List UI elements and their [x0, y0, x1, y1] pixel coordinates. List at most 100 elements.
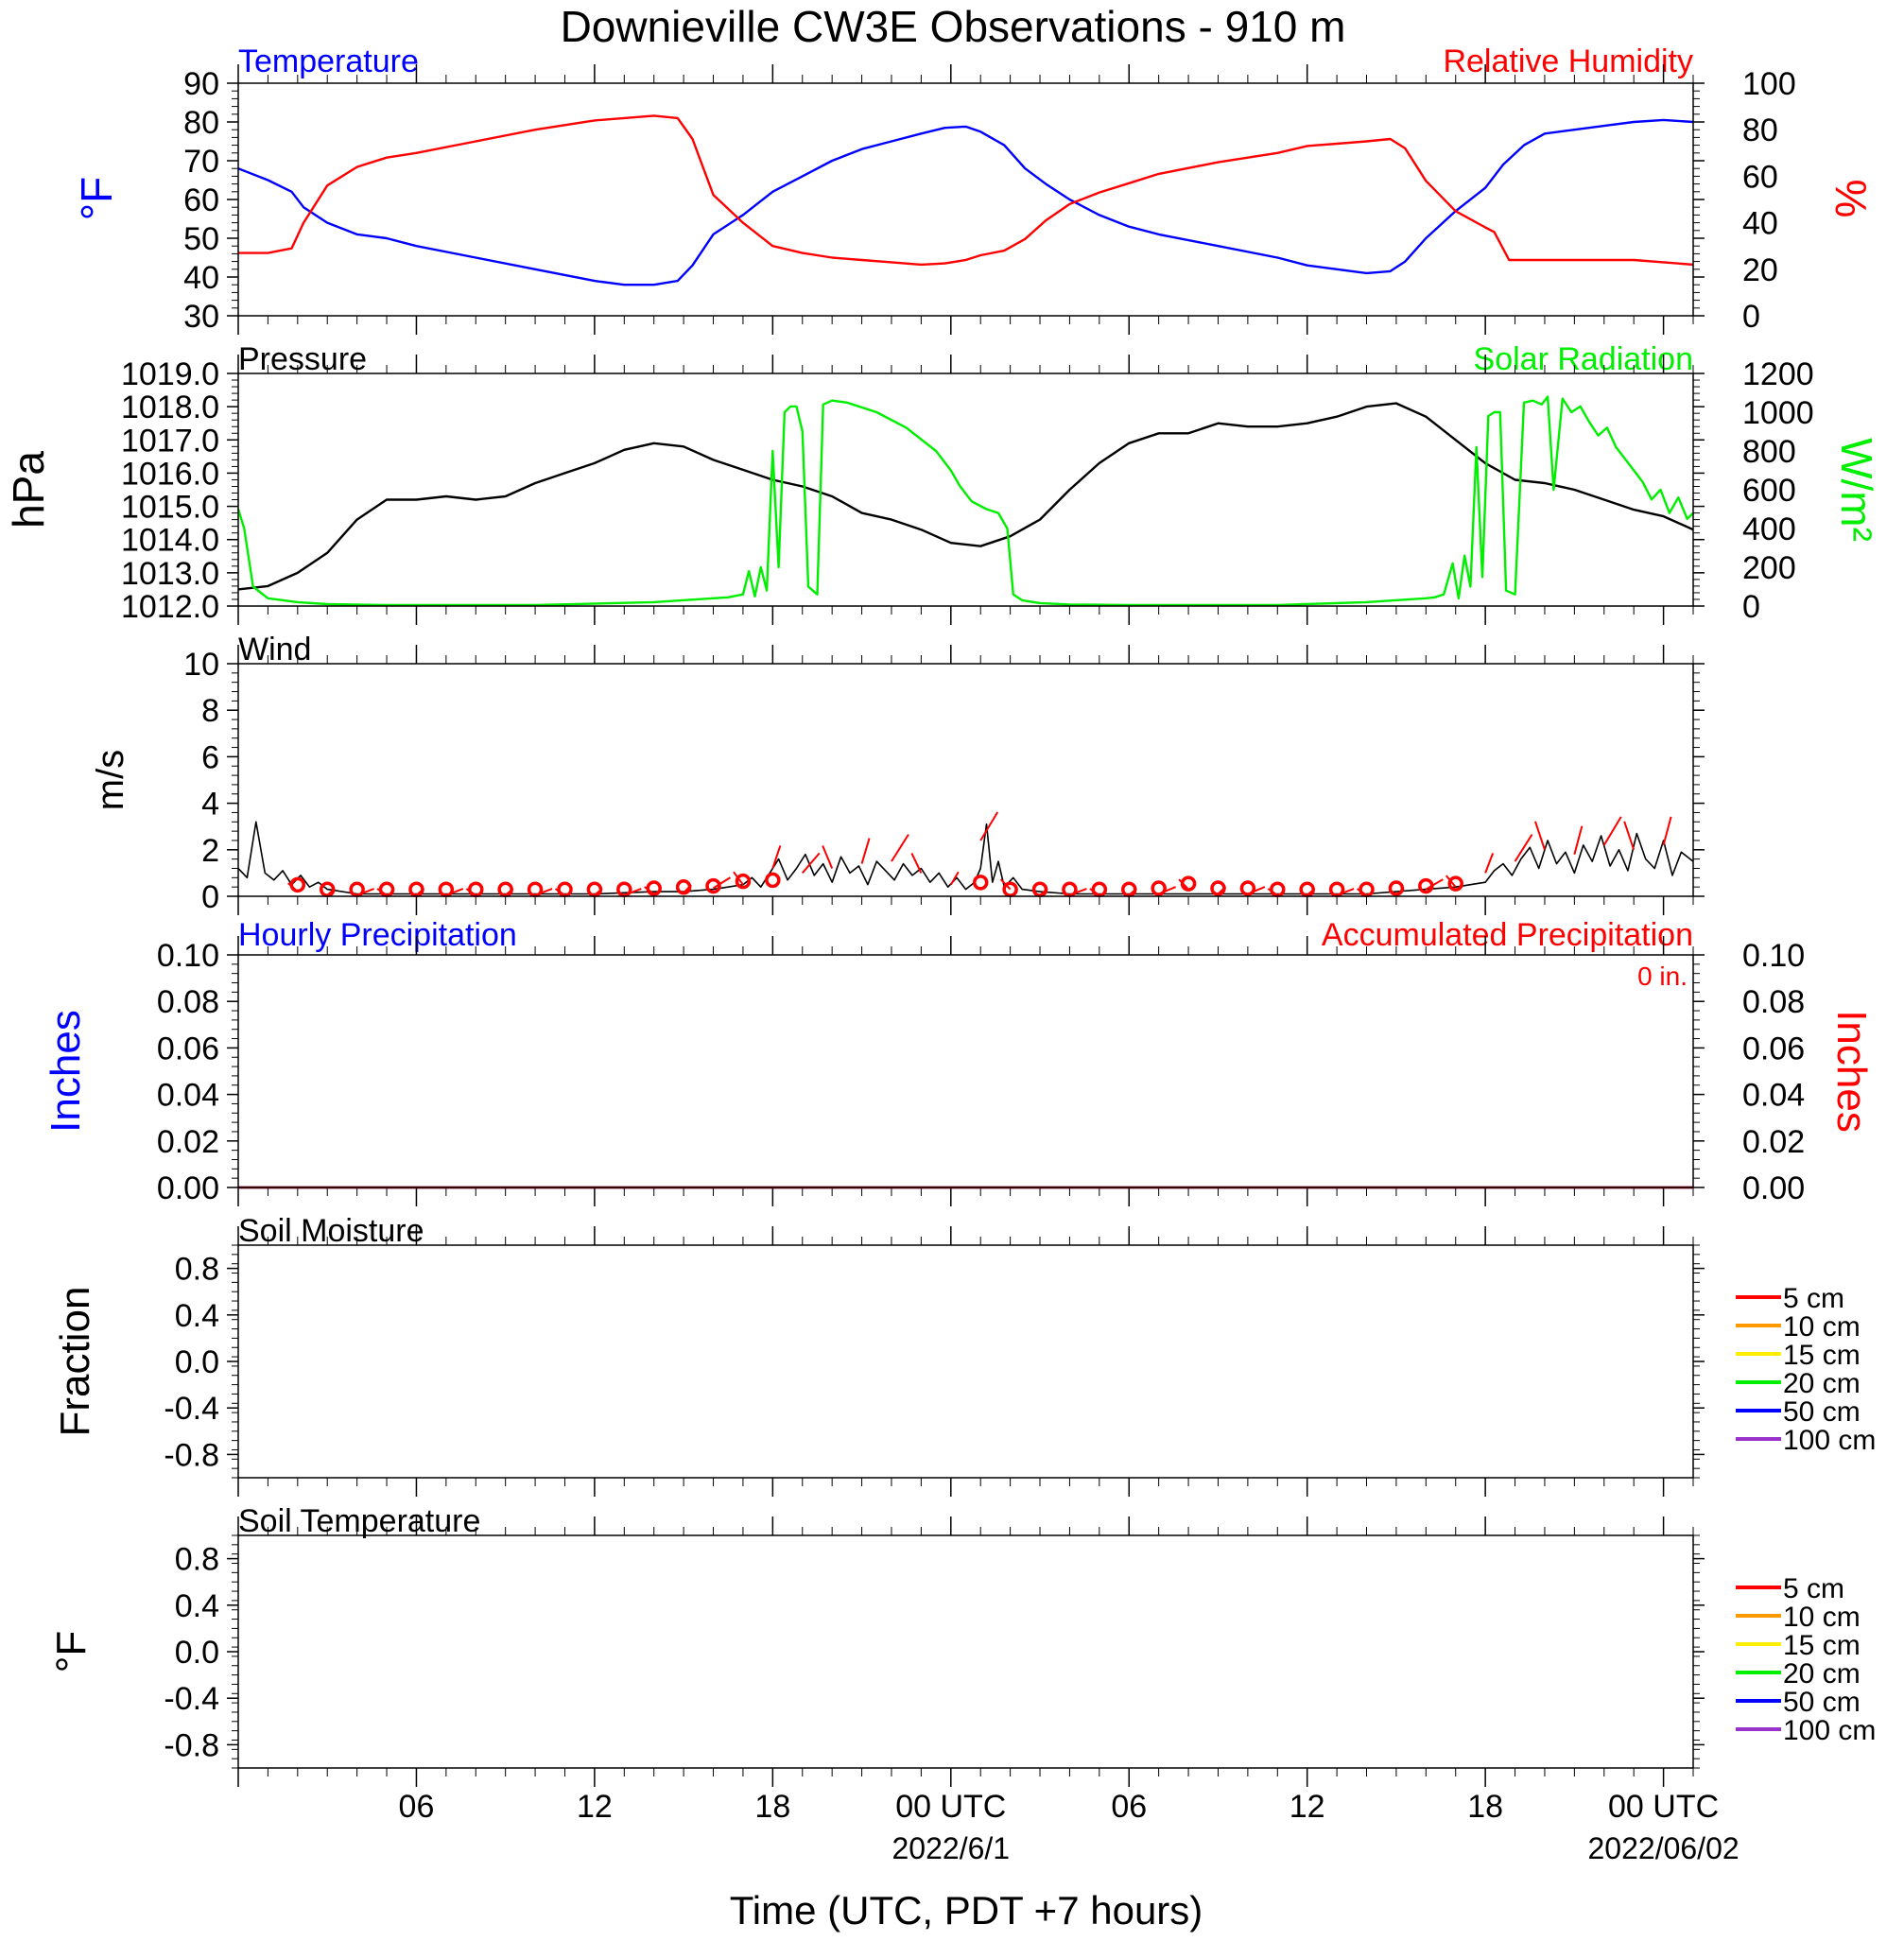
wind-gust-mark	[949, 871, 960, 886]
y-tick-label-right: 0.10	[1742, 938, 1805, 974]
legend-label: 5 cm	[1783, 1283, 1844, 1314]
y-tick-label-right: 600	[1742, 473, 1796, 509]
y-tick-label-left: 0.0	[175, 1635, 219, 1671]
y-tick-label-right: 100	[1742, 66, 1796, 102]
precipitation-axes: 0.10 0.08 0.06 0.04 0.02 0.00 0.10 0.08 0.06 0.04…	[157, 936, 1805, 1206]
wind-ylabel: m/s	[90, 750, 131, 810]
x-tick-label: 00 UTC	[1608, 1789, 1719, 1825]
y-tick-label-left: 0.06	[157, 1031, 219, 1066]
wind-gust-mark	[1602, 816, 1622, 846]
y-tick-label-right: 80	[1742, 113, 1778, 148]
accum-precip-title: Accumulated Precipitation	[1322, 917, 1693, 953]
wind-gust-mark	[1573, 825, 1584, 855]
y-tick-label-left: -0.8	[164, 1437, 219, 1473]
pressure-series	[236, 395, 1694, 607]
hourly-wind-marker	[1239, 880, 1256, 896]
legend-label: 10 cm	[1783, 1311, 1861, 1343]
y-tick-label-left: 0.02	[157, 1124, 219, 1160]
y-tick-label-left: 40	[183, 260, 219, 296]
y-tick-label-left: 1018.0	[121, 390, 219, 425]
x-date-label: 2022/06/02	[1588, 1831, 1740, 1865]
humidity-ylabel: %	[1826, 180, 1876, 218]
hourly-wind-marker	[1388, 880, 1405, 896]
soil-temperature-axes: 0.8 0.4 0.0 -0.4 -0.8	[164, 1516, 1705, 1787]
time-axis: 06 12 18 00 UTC 2022/6/1 06 12 18 00 UTC 2022/06/…	[399, 1789, 1740, 1865]
y-tick-label-left: 70	[183, 144, 219, 180]
y-tick-label-left: 0.4	[175, 1588, 219, 1624]
y-tick-label-right: 400	[1742, 511, 1796, 547]
hourly-precip-ylabel: Inches	[43, 1010, 89, 1133]
x-tick-label: 18	[754, 1789, 790, 1825]
y-tick-label-left: 30	[183, 299, 219, 335]
hourly-wind-marker	[616, 881, 632, 898]
y-tick-label-right: 60	[1742, 159, 1778, 195]
legend-label: 50 cm	[1783, 1687, 1861, 1718]
legend-label: 50 cm	[1783, 1396, 1861, 1428]
soil-moisture-axes: 0.8 0.4 0.0 -0.4 -0.8	[164, 1226, 1705, 1497]
hourly-wind-marker	[1151, 880, 1167, 896]
hourly-wind-marker	[1031, 881, 1048, 898]
wind-gust-mark	[771, 845, 782, 869]
solar-radiation-line	[236, 395, 1694, 607]
soil-moisture-title: Soil Moisture	[238, 1213, 424, 1249]
wind-axes: 10 8 6 4 2 0	[183, 645, 1705, 915]
y-tick-label-left: 0.04	[157, 1078, 219, 1114]
hourly-wind-marker	[646, 880, 662, 896]
pressure-title: Pressure	[238, 341, 367, 377]
y-tick-label-left: 1013.0	[121, 556, 219, 592]
y-tick-label-right: 0	[1742, 589, 1760, 625]
y-tick-label-left: 0.0	[175, 1344, 219, 1380]
wind-gust-mark	[822, 845, 834, 869]
wind-gust-mark	[1534, 821, 1546, 851]
soil-temperature-frame	[237, 1534, 1694, 1769]
soil-temperature-panel: Soil Temperature °F 0.8 0.4 0.0 -0.4 -0.8 5 …	[48, 1503, 1876, 1787]
hourly-wind-marker	[1210, 880, 1226, 896]
hourly-wind-marker	[675, 879, 692, 895]
y-tick-label-left: 1016.0	[121, 456, 219, 492]
y-tick-label-right: 1000	[1742, 395, 1814, 431]
legend-label: 100 cm	[1783, 1425, 1876, 1456]
x-tick-label: 06	[1111, 1789, 1147, 1825]
y-tick-label-left: 6	[201, 739, 219, 775]
x-tick-label: 12	[1290, 1789, 1325, 1825]
y-tick-label-left: 0.8	[175, 1542, 219, 1578]
x-date-label: 2022/6/1	[892, 1831, 1011, 1865]
pressure-axes: 1019.01018.01017.01016.01015.01014.01013…	[121, 355, 1814, 625]
y-tick-label-left: -0.4	[164, 1391, 219, 1427]
y-tick-label-right: 1200	[1742, 356, 1814, 392]
y-tick-label-left: 80	[183, 105, 219, 141]
y-tick-label-right: 200	[1742, 550, 1796, 586]
pressure-line	[237, 402, 1694, 591]
y-tick-label-right: 0.00	[1742, 1170, 1805, 1206]
soil-moisture-panel: Soil Moisture Fraction 0.8 0.4 0.0 -0.4 -0.8…	[52, 1213, 1876, 1497]
y-tick-label-left: 1015.0	[121, 490, 219, 526]
y-tick-label-left: 50	[183, 221, 219, 257]
wind-panel: Wind m/s 10 8 6 4 2 0	[90, 632, 1705, 915]
y-tick-label-left: 10	[183, 647, 219, 683]
relative-humidity-line	[238, 114, 1694, 267]
temperature-ylabel: °F	[72, 177, 121, 221]
wind-gust-mark	[1623, 821, 1636, 851]
hourly-wind-marker	[735, 873, 752, 890]
temperature-frame	[237, 82, 1694, 317]
wind-gust-mark	[801, 852, 821, 875]
y-tick-label-right: 0.04	[1742, 1078, 1805, 1114]
y-tick-label-left: 4	[201, 787, 219, 823]
legend-label: 10 cm	[1783, 1602, 1861, 1633]
wind-gust-mark	[713, 876, 732, 890]
x-tick-label: 06	[399, 1789, 435, 1825]
wind-gust-mark	[910, 852, 923, 874]
pressure-panel: Pressure Solar Radiation hPa W/m² 1019.0…	[4, 341, 1881, 625]
hourly-wind-marker	[972, 875, 989, 891]
y-tick-label-right: 20	[1742, 252, 1778, 288]
wind-gust-mark	[1484, 853, 1495, 874]
hourly-wind-marker	[289, 876, 306, 893]
wind-speed-line	[237, 821, 1694, 895]
humidity-title: Relative Humidity	[1443, 43, 1693, 79]
y-tick-label-right: 40	[1742, 206, 1778, 242]
y-tick-label-right: 0.06	[1742, 1031, 1805, 1066]
y-tick-label-left: 1019.0	[121, 356, 219, 392]
temperature-series	[237, 114, 1694, 286]
y-tick-label-left: 60	[183, 182, 219, 218]
